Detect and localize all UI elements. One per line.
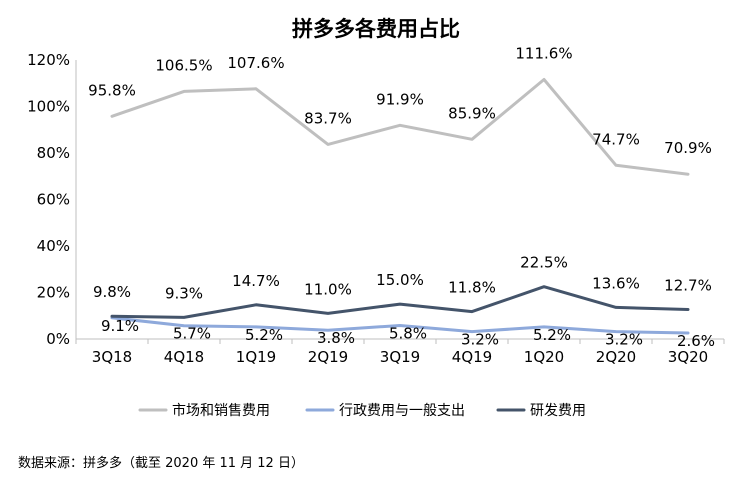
axes: 0% 20% 40% 60% 80% 100% 120% 3Q18 4Q18 1Q19 2Q19 3Q…: [27, 51, 725, 366]
data-label: 5.8%: [389, 325, 427, 343]
x-tick-label: 3Q19: [380, 348, 420, 366]
legend-label: 行政费用与一般支出: [339, 403, 465, 419]
data-label: 107.6%: [227, 54, 284, 72]
data-label: 12.7%: [664, 276, 712, 294]
y-tick-label: 120%: [27, 51, 70, 69]
source-note: 数据来源：拼多多（截至 2020 年 11 月 12 日）: [18, 456, 304, 471]
data-label: 9.3%: [165, 284, 203, 302]
data-label: 3.2%: [461, 331, 499, 349]
legend-label: 研发费用: [530, 403, 586, 419]
data-label: 9.8%: [93, 283, 131, 301]
data-label: 106.5%: [155, 56, 212, 74]
chart-title: 拼多多各费用占比: [292, 17, 460, 41]
data-label: 70.9%: [664, 139, 712, 157]
x-tick-label: 1Q19: [236, 348, 276, 366]
x-tick-label: 4Q18: [164, 348, 204, 366]
y-tick-label: 100%: [27, 98, 70, 116]
data-label: 74.7%: [592, 130, 640, 148]
data-label: 11.8%: [448, 279, 496, 297]
data-label: 2.6%: [677, 332, 715, 350]
rnd-series-line: [110, 285, 690, 319]
data-label: 14.7%: [232, 272, 280, 290]
y-tick-label: 80%: [37, 144, 70, 162]
data-label: 5.7%: [173, 325, 211, 343]
x-tick-label: 2Q20: [596, 348, 636, 366]
x-tick-label: 3Q20: [668, 348, 708, 366]
data-label: 5.2%: [533, 326, 571, 344]
x-tick-label: 3Q18: [92, 348, 132, 366]
y-tick-label: 20%: [37, 284, 70, 302]
data-label: 5.2%: [245, 326, 283, 344]
data-label: 95.8%: [88, 81, 136, 99]
data-label: 85.9%: [448, 104, 496, 122]
data-label: 111.6%: [515, 45, 572, 63]
data-labels: 95.8% 106.5% 107.6% 83.7% 91.9% 85.9% 111.6% 74…: [88, 45, 715, 350]
data-label: 91.9%: [376, 90, 424, 108]
x-tick-label: 1Q20: [524, 348, 564, 366]
series-lines: [110, 78, 690, 335]
data-label: 9.1%: [101, 317, 139, 335]
data-label: 3.8%: [317, 329, 355, 347]
data-label: 15.0%: [376, 271, 424, 289]
marketing-series-line: [110, 78, 690, 176]
data-label: 22.5%: [520, 254, 568, 272]
admin-series-line: [110, 316, 690, 335]
data-label: 11.0%: [304, 280, 352, 298]
legend: 市场和销售费用 行政费用与一般支出 研发费用: [138, 402, 586, 419]
y-tick-label: 40%: [37, 237, 70, 255]
y-tick-label: 0%: [46, 330, 70, 348]
x-tick-label: 4Q19: [452, 348, 492, 366]
data-label: 83.7%: [304, 109, 352, 127]
y-tick-label: 60%: [37, 191, 70, 209]
legend-label: 市场和销售费用: [172, 402, 270, 419]
x-tick-label: 2Q19: [308, 348, 348, 366]
data-label: 13.6%: [592, 274, 640, 292]
data-label: 3.2%: [605, 331, 643, 349]
